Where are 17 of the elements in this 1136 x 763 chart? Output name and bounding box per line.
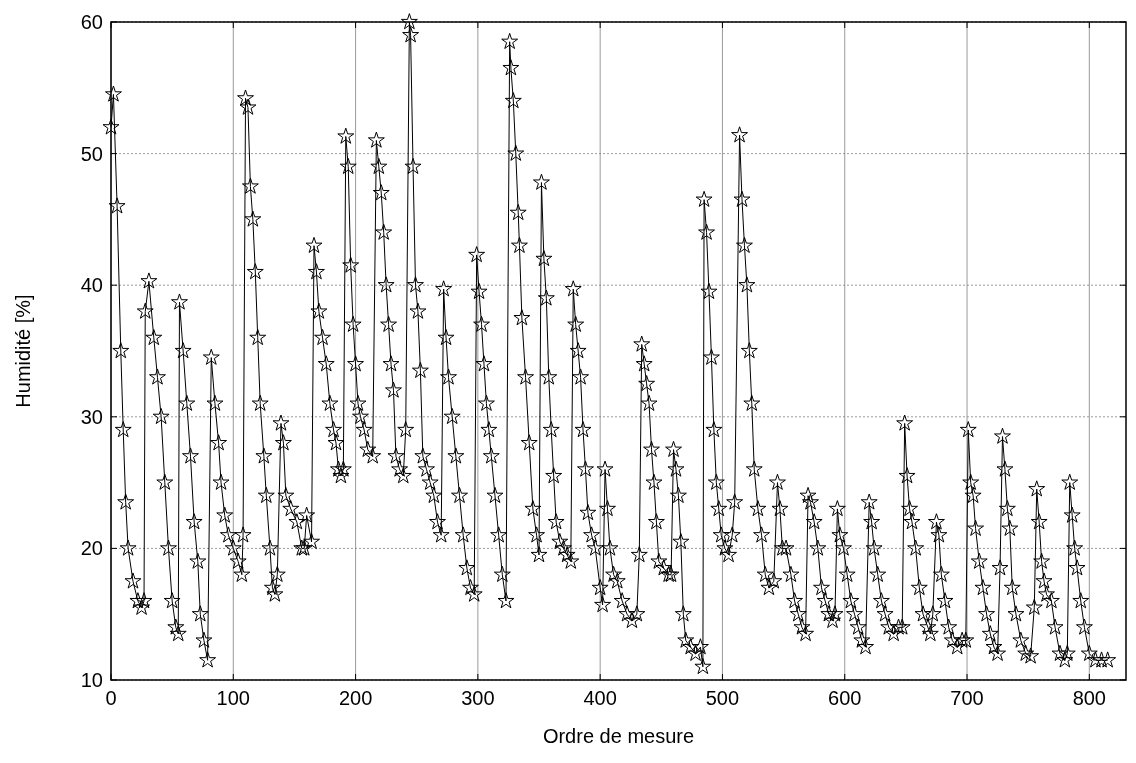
y-tick-label: 50: [80, 142, 103, 165]
x-tick-label: 800: [1072, 687, 1106, 709]
y-tick-label: 60: [80, 11, 103, 33]
y-tick-label: 40: [80, 274, 103, 297]
x-axis-title: Ordre de mesure: [542, 725, 695, 747]
x-tick-label: 200: [338, 687, 373, 709]
x-tick-label: 500: [705, 687, 740, 709]
x-tick-label: 100: [216, 687, 250, 709]
x-tick-label: 700: [950, 687, 984, 709]
y-tick-label: 10: [80, 669, 103, 691]
x-tick-label: 600: [828, 687, 862, 709]
y-tick-label: 30: [80, 405, 103, 428]
x-tick-label: 400: [583, 687, 617, 709]
y-axis-title: Humidité [%]: [12, 294, 34, 408]
x-tick-label: 0: [105, 687, 117, 709]
x-tick-label: 300: [461, 687, 495, 709]
y-tick-label: 20: [80, 537, 103, 560]
